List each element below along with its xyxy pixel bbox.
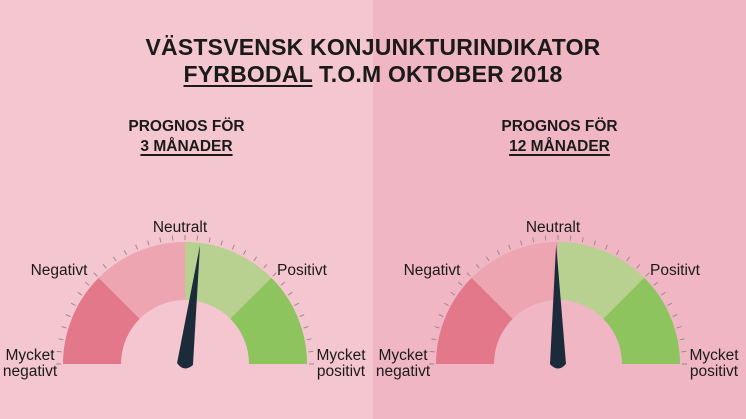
label-very-positive: Mycket [316,347,366,364]
gauge-tick [231,244,235,250]
page-title-line2: FYRBODAL T.O.M OKTOBER 2018 [0,60,746,88]
gauge-tick [263,263,268,269]
label-negative: Negativt [404,262,462,279]
gauge-tick [287,291,293,296]
gauge-tick [299,314,305,318]
gauge-tick [443,302,449,306]
label-very-negative: Mycket [5,347,55,364]
label-positive: Positivt [277,262,328,279]
gauge-tick [294,302,300,306]
gauge-tick [147,240,150,246]
gauge-tick [208,237,211,243]
gauge-tick [93,272,98,277]
gauge-tick [645,272,650,277]
title-region: FYRBODAL [183,61,313,87]
gauge-12m-subtitle: PROGNOS FÖR 12 MÅNADER [373,117,746,157]
label-positive: Positivt [650,262,701,279]
label-very-positive-line2: positivt [317,363,366,380]
label-neutral: Neutralt [153,219,208,236]
gauge-tick [70,302,76,306]
gauge-zone-very-negative [63,277,140,364]
gauge-12m-subtitle-line1: PROGNOS FÖR [501,118,618,135]
page-title: VÄSTSVENSK KONJUNKTURINDIKATOR [145,34,601,60]
gauge-tick [123,249,127,255]
gauge-tick [667,302,673,306]
gauge-tick [438,314,444,318]
gauge-tick [61,326,67,329]
gauge-zone-positive [558,242,645,319]
gauge-tick [520,240,523,246]
gauge-tick [303,326,309,329]
gauge-12m-subtitle-line2: 12 MÅNADER [509,138,610,155]
gauge-tick [660,291,666,296]
gauge-tick [626,256,631,262]
label-very-positive: Mycket [689,347,739,364]
gauge-tick [496,249,500,255]
gauge-zone-very-positive [603,277,680,364]
gauge-tick [593,240,596,246]
gauge-tick [672,314,678,318]
label-very-negative-line2: negativt [3,363,58,380]
gauge-tick [112,256,117,262]
label-neutral: Neutralt [526,219,581,236]
gauge-tick [475,263,480,269]
gauge-tick [65,314,71,318]
gauge-tick [485,256,490,262]
gauge-tick [466,272,471,277]
gauge-tick [243,249,247,255]
gauge-zone-positive [185,242,272,319]
gauge-3m-subtitle-line2: 3 MÅNADER [140,138,233,155]
gauge-tick [508,244,512,250]
gauge-zone-negative [98,242,185,319]
gauge-tick [434,326,440,329]
gauge-tick [616,249,620,255]
gauge-tick [679,338,685,341]
label-very-positive-line2: positivt [690,363,739,380]
gauge-tick [102,263,107,269]
gauge-tick [135,244,139,250]
gauge-3m-subtitle: PROGNOS FÖR 3 MÅNADER [0,117,373,157]
gauge-tick [84,281,90,286]
gauge-tick [457,281,463,286]
label-negative: Negativt [31,262,89,279]
gauge-tick [431,338,437,341]
gauge-needle [550,244,566,369]
gauge-needle [177,244,201,369]
label-very-negative-line2: negativt [376,363,431,380]
gauge-tick [450,291,456,296]
gauge-tick [77,291,83,296]
gauge-tick [306,338,312,341]
gauge-tick [280,281,286,286]
title-period: T.O.M OKTOBER 2018 [312,61,563,87]
gauge-tick [58,338,64,341]
gauge-tick [532,237,535,243]
gauge-zone-very-positive [230,277,307,364]
gauge-tick [581,237,584,243]
gauge-zone-very-negative [436,277,513,364]
gauge-zone-negative [471,242,558,319]
gauge-tick [220,240,223,246]
label-very-negative: Mycket [378,347,428,364]
gauge-tick [676,326,682,329]
gauge-tick [636,263,641,269]
gauge-3m-subtitle-line1: PROGNOS FÖR [128,118,245,135]
gauge-tick [272,272,277,277]
gauge-tick [604,244,608,250]
gauge-tick [653,281,659,286]
gauge-tick [159,237,162,243]
gauge-tick [253,256,258,262]
